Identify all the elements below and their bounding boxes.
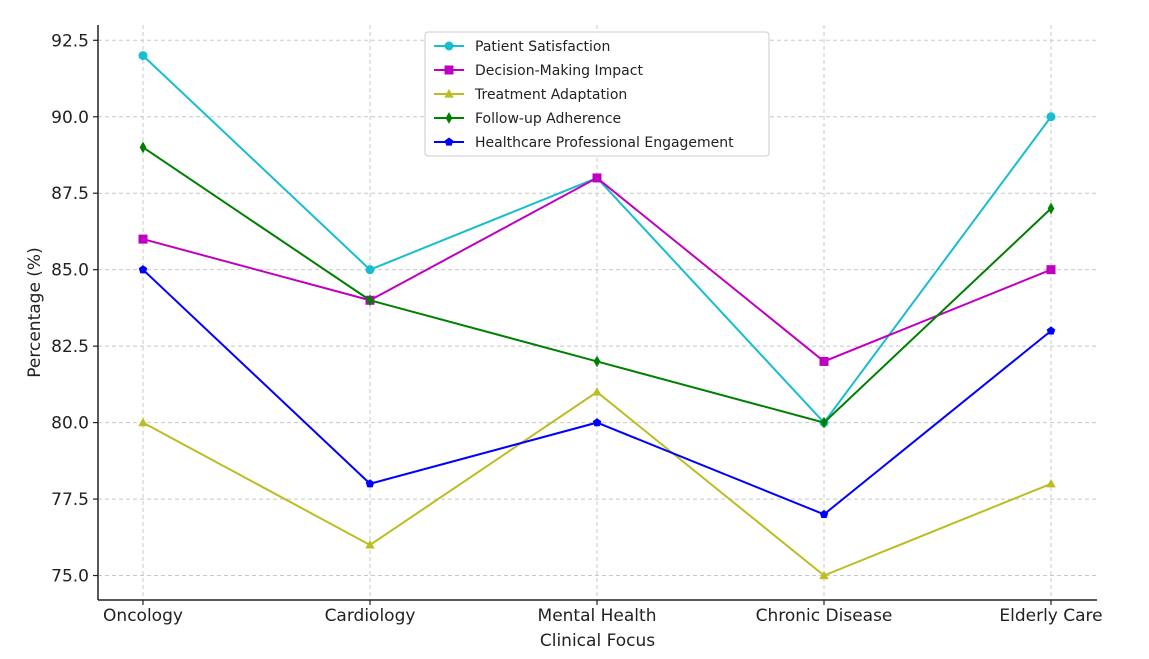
marker-triangle (365, 539, 375, 549)
series-lines (138, 51, 1056, 580)
legend-entry: Healthcare Professional Engagement (434, 135, 734, 151)
legend-label: Decision-Making Impact (475, 63, 643, 79)
marker-pentagon (1046, 326, 1056, 335)
y-tick-label: 82.5 (51, 337, 89, 357)
legend-entry: Patient Satisfaction (434, 39, 610, 55)
marker-triangle (819, 570, 829, 580)
marker-diamond (445, 112, 453, 124)
legend-label: Healthcare Professional Engagement (475, 135, 734, 151)
marker-pentagon (365, 479, 375, 488)
legend-box (424, 31, 770, 157)
marker-triangle (444, 89, 454, 98)
marker-triangle (1046, 478, 1056, 488)
marker-pentagon (819, 509, 829, 518)
axis-labels: Clinical Focus Percentage (%) (25, 247, 655, 651)
x-tick-label: Chronic Disease (756, 606, 893, 626)
marker-circle (444, 41, 454, 51)
x-tick-label: Cardiology (325, 606, 416, 626)
marker-square (444, 65, 454, 75)
y-tick-label: 85.0 (51, 261, 89, 281)
y-tick-label: 80.0 (51, 414, 89, 434)
legend-entry: Follow-up Adherence (434, 111, 621, 127)
marker-diamond (820, 416, 828, 429)
marker-circle (365, 265, 375, 275)
marker-circle (138, 51, 148, 61)
legend-label: Patient Satisfaction (475, 39, 610, 55)
marker-pentagon (592, 418, 602, 427)
marker-diamond (1047, 202, 1055, 215)
legend-entry: Decision-Making Impact (434, 63, 643, 79)
marker-triangle (592, 387, 602, 396)
y-tick-label: 87.5 (51, 184, 89, 204)
marker-triangle (138, 417, 148, 427)
marker-square (819, 356, 829, 366)
y-tick-label: 77.5 (51, 490, 89, 510)
marker-circle (1046, 112, 1056, 122)
series-healthcare-professional-engagement (138, 265, 1056, 518)
marker-pentagon (444, 137, 454, 146)
marker-diamond (593, 355, 601, 368)
marker-diamond (366, 294, 374, 307)
axes: 75.0 77.5 80.0 82.5 85.0 87.5 90.0 92.5 Oncology… (51, 25, 1103, 626)
legend-entry: Treatment Adaptation (434, 87, 627, 103)
y-axis-title: Percentage (%) (25, 247, 45, 377)
y-tick-label: 92.5 (51, 31, 89, 51)
marker-pentagon (138, 265, 148, 274)
x-tick-label: Elderly Care (999, 606, 1102, 626)
y-tick-label: 90.0 (51, 108, 89, 128)
x-tick-label: Mental Health (538, 606, 657, 626)
legend: Patient Satisfaction Decision-Making Impa… (424, 31, 770, 157)
marker-diamond (139, 141, 147, 154)
series-follow-up-adherence (139, 141, 1055, 429)
series-treatment-adaptation (138, 387, 1056, 580)
legend-label: Treatment Adaptation (474, 87, 627, 103)
marker-square (138, 234, 148, 244)
marker-square (1046, 265, 1056, 275)
marker-square (592, 173, 602, 183)
legend-label: Follow-up Adherence (475, 111, 621, 127)
x-axis-title: Clinical Focus (540, 631, 655, 651)
y-tick-label: 75.0 (51, 567, 89, 587)
x-tick-label: Oncology (103, 606, 183, 626)
